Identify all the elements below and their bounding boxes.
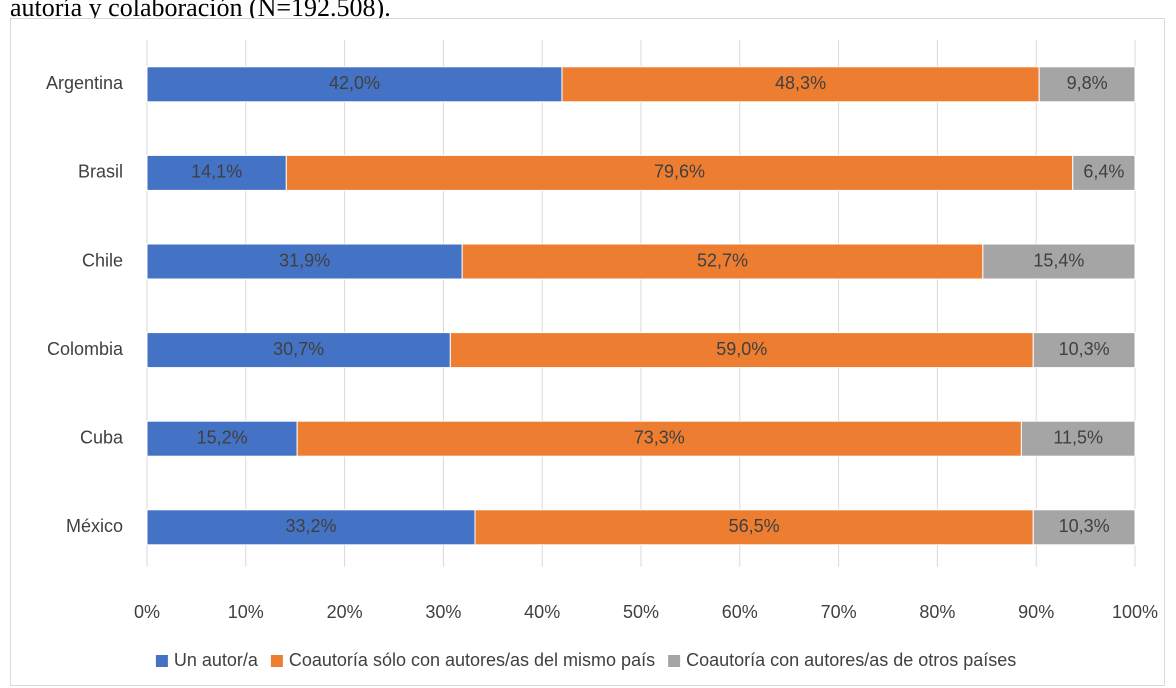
data-label: 52,7% (697, 250, 748, 270)
data-label: 59,0% (716, 339, 767, 359)
x-tick-label: 100% (1112, 602, 1158, 622)
data-label: 10,3% (1059, 339, 1110, 359)
legend-swatch (270, 655, 283, 667)
bar-segment (146, 66, 563, 103)
bar-segment (461, 243, 984, 280)
x-tick-label: 10% (228, 602, 264, 622)
bar-segment (1020, 420, 1136, 457)
category-label: Cuba (80, 427, 124, 447)
category-label: Colombia (47, 339, 124, 359)
data-label: 42,0% (329, 73, 380, 93)
data-label: 15,4% (1033, 250, 1084, 270)
category-label: Argentina (46, 73, 124, 93)
x-tick-label: 30% (425, 602, 461, 622)
x-tick-label: 20% (327, 602, 363, 622)
data-label: 30,7% (273, 339, 324, 359)
bar-segment (146, 509, 476, 546)
bar-segment (1032, 509, 1136, 546)
legend-label: Un autor/a (174, 650, 259, 670)
data-label: 31,9% (279, 250, 330, 270)
bar-segment (474, 509, 1034, 546)
x-tick-label: 40% (524, 602, 560, 622)
bar-segment (1072, 154, 1136, 191)
data-label: 79,6% (654, 162, 705, 182)
category-label: Chile (82, 250, 123, 270)
x-tick-label: 0% (134, 602, 160, 622)
legend-label: Coautoría sólo con autores/as del mismo … (289, 650, 655, 670)
data-label: 6,4% (1083, 162, 1124, 182)
data-label: 33,2% (285, 516, 336, 536)
data-label: 73,3% (634, 427, 685, 447)
bar-segment (561, 66, 1040, 103)
data-label: 48,3% (775, 73, 826, 93)
legend-label: Coautoría con autores/as de otros países (686, 650, 1016, 670)
x-tick-label: 70% (821, 602, 857, 622)
legend-swatch (668, 655, 681, 667)
bar-segment (1032, 332, 1136, 369)
data-label: 11,5% (1053, 427, 1103, 447)
data-label: 56,5% (729, 516, 780, 536)
x-tick-label: 90% (1018, 602, 1054, 622)
data-label: 10,3% (1059, 516, 1110, 536)
bar-segment (146, 243, 463, 280)
legend-swatch (155, 655, 168, 667)
x-tick-label: 50% (623, 602, 659, 622)
data-label: 15,2% (197, 427, 248, 447)
x-tick-label: 60% (722, 602, 758, 622)
x-tick-label: 80% (919, 602, 955, 622)
category-label: Brasil (78, 162, 123, 182)
bar-segment (982, 243, 1136, 280)
category-label: México (66, 516, 123, 536)
data-label: 9,8% (1067, 73, 1108, 93)
bar-segment (146, 332, 451, 369)
figure-caption: autoría y colaboración (N=192.508). (10, 0, 391, 22)
data-label: 14,1% (191, 162, 242, 182)
bar-segment (1038, 66, 1136, 103)
bar-segment (449, 332, 1034, 369)
